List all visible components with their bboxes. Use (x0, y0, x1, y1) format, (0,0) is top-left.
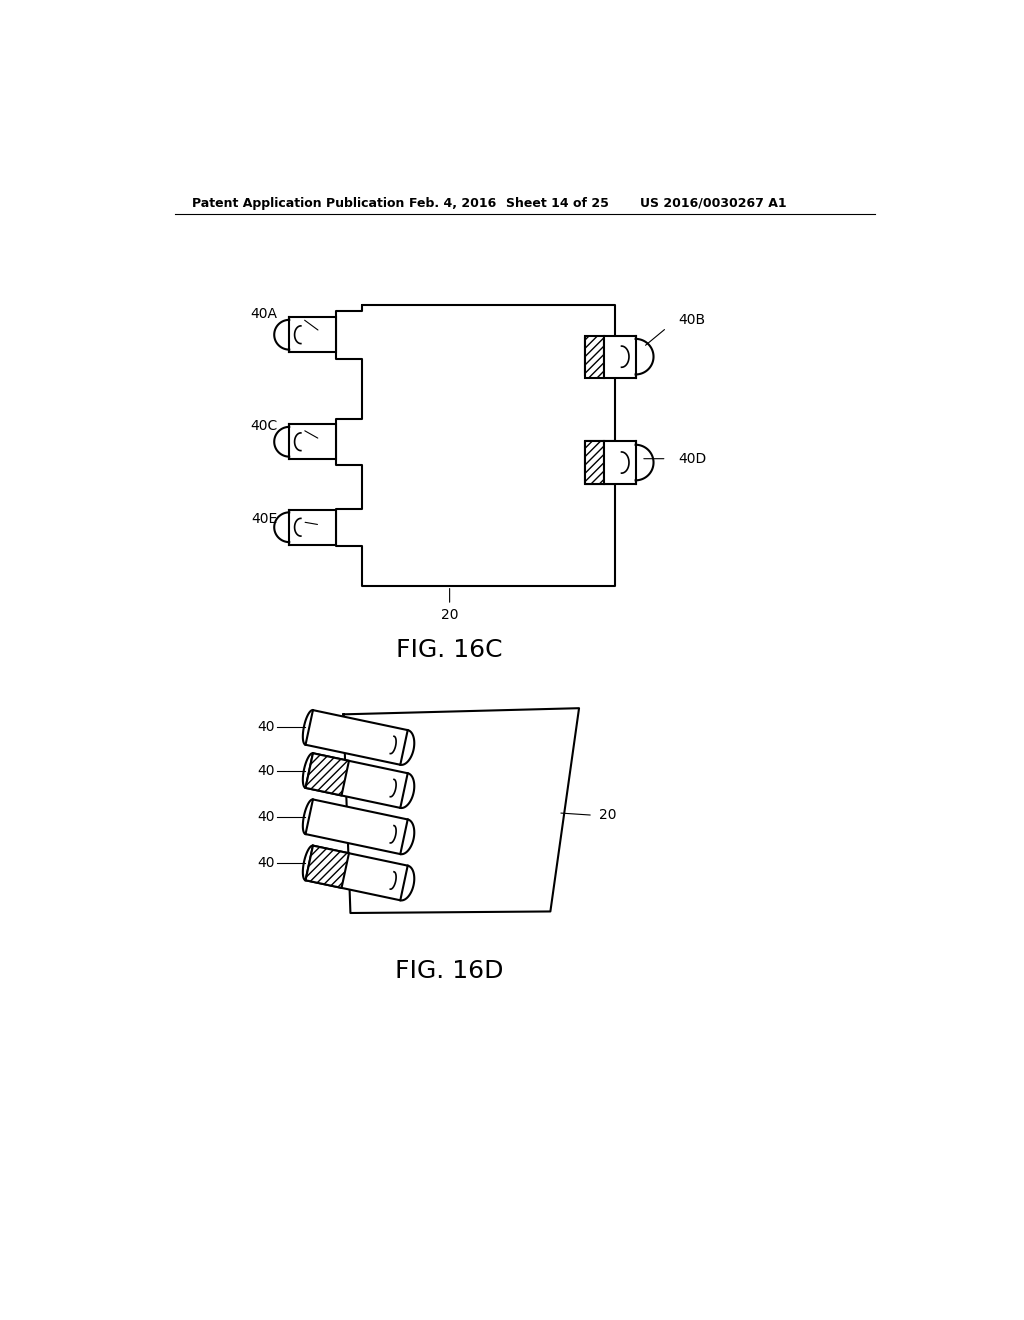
Text: 40B: 40B (678, 313, 706, 327)
Bar (586, 335, 604, 378)
Text: 20: 20 (599, 808, 616, 822)
Text: 40A: 40A (251, 308, 278, 321)
Text: 40: 40 (257, 763, 274, 777)
Bar (289, 510, 336, 545)
Bar (604, 441, 636, 483)
Polygon shape (305, 754, 408, 808)
Text: 40E: 40E (251, 512, 278, 525)
Text: US 2016/0030267 A1: US 2016/0030267 A1 (640, 197, 786, 210)
Text: 20: 20 (441, 609, 459, 622)
Text: 40: 40 (257, 721, 274, 734)
Text: FIG. 16D: FIG. 16D (395, 958, 504, 983)
Bar (289, 317, 336, 352)
Text: Patent Application Publication: Patent Application Publication (191, 197, 403, 210)
Polygon shape (305, 710, 408, 764)
Polygon shape (305, 846, 349, 888)
Bar (289, 424, 336, 459)
Text: Sheet 14 of 25: Sheet 14 of 25 (506, 197, 609, 210)
Polygon shape (305, 754, 349, 796)
Text: 40: 40 (257, 809, 274, 824)
Text: Feb. 4, 2016: Feb. 4, 2016 (409, 197, 496, 210)
Bar (604, 335, 636, 378)
Polygon shape (305, 846, 408, 900)
Text: 40C: 40C (250, 418, 278, 433)
Text: 40D: 40D (678, 451, 707, 466)
Polygon shape (305, 800, 408, 854)
Text: 40: 40 (257, 855, 274, 870)
Bar (586, 441, 604, 483)
Text: FIG. 16C: FIG. 16C (396, 638, 503, 661)
